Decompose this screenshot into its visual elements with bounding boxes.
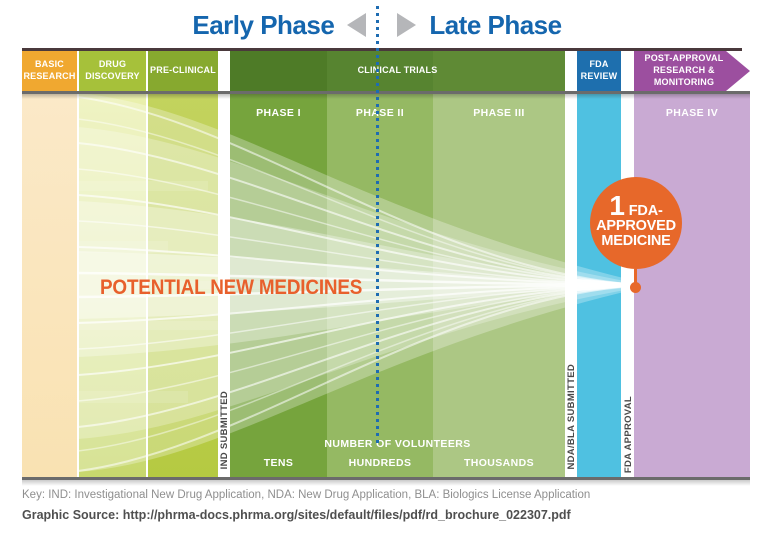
stage-header-basic-research: BASIC RESEARCH: [22, 51, 77, 91]
stage-header-label: CLINICAL TRIALS: [357, 65, 438, 76]
badge-line-1: 1 FDA-: [609, 189, 663, 221]
fda-approved-medicine-badge: 1 FDA- APPROVED MEDICINE: [590, 177, 682, 269]
badge-stem-line: [634, 269, 637, 283]
fda-approval-text: FDA APPROVAL: [622, 396, 634, 474]
approved-count: 1: [609, 189, 625, 221]
clinical-header-segment-phase2: [327, 51, 433, 91]
potential-new-medicines-label: POTENTIAL NEW MEDICINES: [100, 276, 363, 299]
stage-header-label: DRUG DISCOVERY: [85, 59, 140, 81]
stage-header-label: FDA REVIEW: [580, 59, 618, 81]
stage-header-pre-clinical: PRE-CLINICAL: [148, 51, 218, 91]
phase-1-label: PHASE I: [256, 107, 301, 119]
stage-header-post-approval-arrow: POST-APPROVAL RESEARCH & MONITORING: [634, 51, 750, 91]
phase-2-label: PHASE II: [355, 107, 405, 119]
volunteers-tens-label: TENS: [263, 457, 294, 469]
band-bottom-border: [22, 477, 750, 480]
fda-approval-label: FDA APPROVAL: [621, 396, 635, 474]
clinical-header-segment-phase3: [433, 51, 565, 91]
band-header-shadow: [22, 91, 750, 94]
ind-submitted-text: IND SUBMITTED: [218, 390, 230, 470]
badge-fda-text: FDA-: [628, 202, 663, 219]
band-top-border: [22, 48, 742, 51]
stage-header-label: POST-APPROVAL RESEARCH & MONITORING: [644, 53, 724, 87]
late-phase-title: Late Phase: [429, 9, 562, 40]
stage-header-drug-discovery: DRUG DISCOVERY: [79, 51, 146, 91]
column-basic-research: [22, 91, 77, 477]
phase-4-label: PHASE IV: [665, 107, 719, 119]
early-phase-title: Early Phase: [192, 9, 335, 40]
phase-direction-header: Early Phase Late Phase: [0, 4, 754, 46]
stage-header-label: PRE-CLINICAL: [150, 65, 216, 76]
footer-key-text: Key: IND: Investigational New Drug Appli…: [22, 489, 591, 501]
arrow-right-icon: [397, 13, 417, 37]
phase-divider-dotted-line: [376, 6, 379, 446]
badge-medicine-text: MEDICINE: [601, 232, 671, 249]
volunteers-thousands-label: THOUSANDS: [463, 457, 535, 469]
badge-approved-text: APPROVED: [596, 217, 676, 234]
column-fda-review: [577, 91, 621, 477]
approval-point-dot: [630, 282, 641, 293]
arrow-left-icon: [347, 13, 367, 37]
nda-bla-submitted-text: NDA/BLA SUBMITTED: [565, 364, 577, 470]
stage-header-fda-review: FDA REVIEW: [577, 51, 621, 91]
ind-submitted-label: IND SUBMITTED: [217, 388, 231, 472]
phase-3-label: PHASE III: [473, 107, 525, 119]
clinical-header-segment-phase1: [230, 51, 327, 91]
stage-header-label: BASIC RESEARCH: [23, 59, 76, 81]
number-of-volunteers-label: NUMBER OF VOLUNTEERS: [324, 438, 471, 450]
nda-bla-submitted-label: NDA/BLA SUBMITTED: [564, 362, 578, 472]
footer-source-text: Graphic Source: http://phrma-docs.phrma.…: [22, 508, 571, 522]
column-phase-3: [433, 91, 565, 477]
column-post-approval: [634, 91, 750, 477]
stage-header-clinical-trials: CLINICAL TRIALS: [230, 51, 565, 91]
band-bottom-shadow-fade: [22, 480, 750, 486]
band-header-shadow-fade: [22, 94, 750, 99]
volunteers-hundreds-label: HUNDREDS: [348, 457, 412, 469]
